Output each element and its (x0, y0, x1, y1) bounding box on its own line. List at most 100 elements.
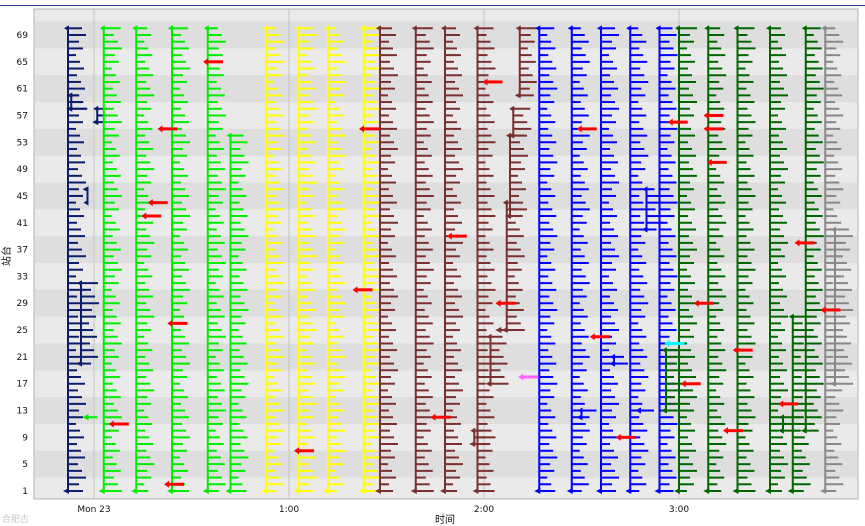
y-axis-title: 站台 (0, 246, 13, 266)
y-axis-ticks: 1 5 9 13 17 21 25 29 33 37 41 45 49 53 57 61 65 69 (17, 31, 29, 497)
highlight-arrow (615, 433, 621, 441)
x-tick-label: Mon 23 (77, 505, 110, 515)
train-arrow (800, 427, 807, 434)
train-arrow (831, 226, 836, 233)
train-arrow (788, 313, 794, 320)
train-arrow (411, 25, 417, 32)
highlight-arrow (794, 239, 800, 247)
y-tick-label: 29 (17, 299, 29, 309)
train-arrow (566, 488, 573, 494)
train-arrow (502, 199, 508, 206)
train-group (635, 407, 654, 414)
train-arrow (609, 360, 615, 367)
train-arrow (703, 488, 710, 494)
train-group (732, 25, 756, 494)
train-arrow (576, 414, 583, 421)
train-arrow (98, 488, 105, 494)
train-group (703, 25, 727, 494)
train-group (566, 25, 590, 494)
train-arrow (625, 488, 632, 494)
train-arrow (485, 380, 492, 387)
train-group (596, 25, 619, 494)
train-arrow (567, 25, 573, 32)
highlight-arrow (495, 299, 501, 307)
highlight-arrow (703, 125, 709, 133)
y-tick-label: 33 (17, 272, 28, 282)
y-tick-label: 69 (17, 31, 29, 41)
train-arrow (358, 488, 365, 494)
train-arrow (167, 488, 173, 494)
highlight-arrow (164, 480, 169, 488)
train-arrow (168, 25, 173, 32)
train-arrow (202, 488, 209, 494)
train-arrow (509, 105, 515, 112)
highlight-arrow (359, 125, 364, 133)
train-arrow (830, 380, 836, 387)
watermark-text: 合肥古 (2, 513, 29, 525)
train-arrow (597, 25, 602, 32)
highlight-arrow (589, 333, 595, 341)
highlight-arrow (141, 212, 147, 220)
y-tick-label: 45 (17, 192, 28, 202)
train-group (440, 25, 463, 494)
train-arrow (64, 25, 69, 32)
train-arrow (496, 327, 502, 334)
train-arrow (375, 488, 381, 494)
train-group (225, 132, 249, 494)
train-arrow (662, 347, 667, 354)
highlight-arrow (576, 125, 582, 133)
highlight-arrow (430, 413, 436, 421)
train-arrow (93, 105, 99, 112)
y-tick-label: 41 (17, 219, 28, 229)
train-arrow (626, 25, 632, 32)
train-arrow (787, 488, 794, 494)
train-arrow (641, 226, 648, 233)
train-group (82, 414, 98, 421)
train-arrow (359, 25, 365, 32)
train-arrow (99, 25, 105, 32)
train-group (641, 186, 664, 233)
y-tick-label: 65 (17, 58, 28, 68)
highlight-arrow (664, 339, 670, 347)
y-tick-label: 17 (17, 380, 28, 390)
train-arrow (293, 488, 300, 494)
highlight-arrow (723, 427, 728, 435)
highlight-arrow (203, 58, 208, 66)
train-group (261, 25, 285, 494)
train-arrow (577, 407, 583, 414)
train-group (508, 105, 532, 139)
train-arrow (642, 186, 648, 193)
highlight-arrow (667, 118, 673, 126)
train-group (82, 186, 89, 206)
train-group (66, 92, 88, 112)
train-arrow (765, 488, 771, 494)
window-top-border (0, 0, 865, 6)
y-tick-label: 37 (17, 246, 28, 256)
train-arrow (820, 488, 827, 494)
highlight-arrow (680, 380, 686, 388)
train-group (293, 25, 317, 494)
train-arrow (323, 488, 329, 494)
train-arrow (324, 25, 329, 32)
train-arrow (131, 488, 138, 494)
highlight-arrow (703, 111, 709, 119)
y-tick-label: 9 (22, 433, 28, 443)
train-group (358, 25, 382, 494)
train-arrow (441, 25, 446, 32)
train-arrow (294, 25, 300, 32)
y-tick-label: 21 (17, 353, 28, 363)
train-group (131, 25, 155, 494)
x-tick-label: 1:00 (279, 505, 299, 515)
train-arrow (76, 360, 82, 367)
highlight-arrow (732, 346, 738, 354)
train-arrow (801, 25, 807, 32)
train-arrow (472, 488, 479, 494)
train-arrow (225, 488, 232, 494)
highlight-arrow (693, 299, 699, 307)
x-axis-ticks: Mon 23 1:00 2:00 3:00 (77, 505, 689, 515)
train-group (375, 25, 398, 494)
train-group (661, 347, 684, 414)
train-arrow (83, 199, 89, 206)
train-arrow (661, 407, 667, 414)
